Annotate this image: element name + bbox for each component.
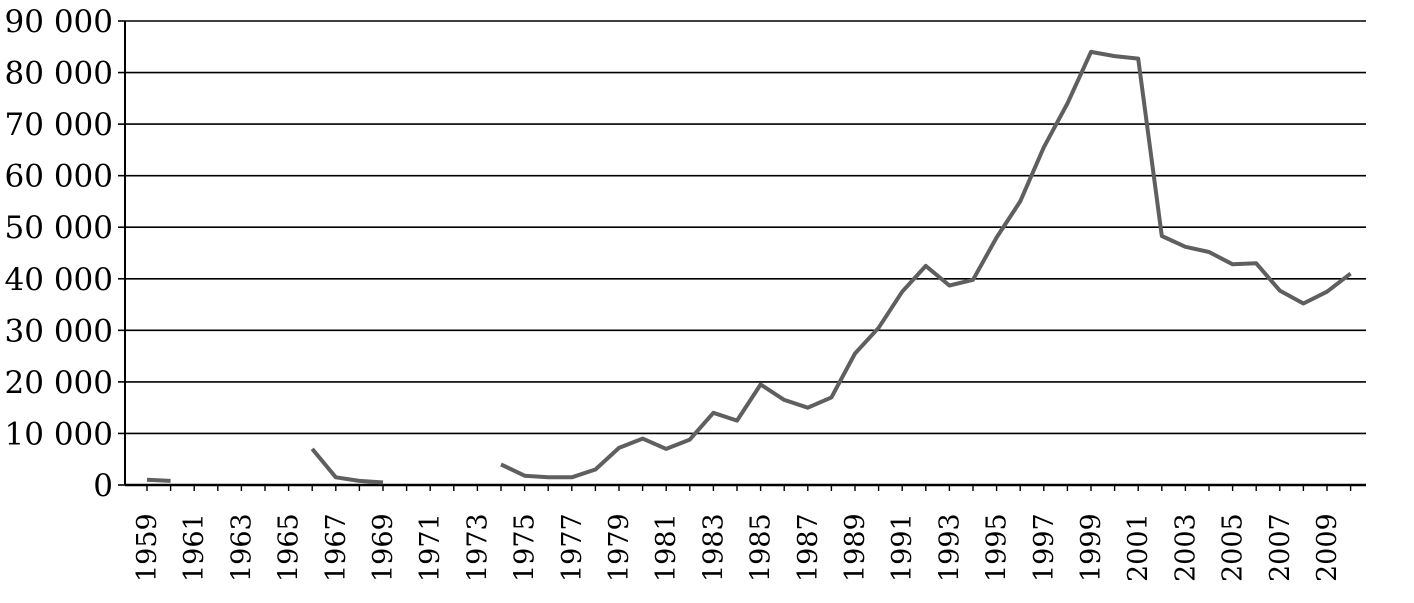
series-line-segment — [500, 49, 1352, 480]
y-tick-label: 20 000 — [5, 365, 113, 401]
x-tick-label: 1977 — [557, 513, 588, 582]
series-line-segment — [310, 447, 384, 485]
series-layer — [146, 49, 1352, 485]
x-tick-label: 1975 — [510, 513, 541, 582]
x-tick-label: 1967 — [321, 513, 352, 582]
gridlines — [125, 20, 1366, 435]
x-tick-label: 1963 — [226, 513, 257, 582]
x-tick-label: 1969 — [368, 513, 399, 582]
y-tick-label: 50 000 — [5, 210, 113, 246]
x-tick-label: 1985 — [746, 513, 777, 582]
x-tick-label: 1983 — [698, 513, 729, 582]
x-tick-label: 2005 — [1218, 513, 1249, 582]
x-tick-label: 1961 — [179, 513, 210, 582]
y-tick-label: 40 000 — [5, 262, 113, 298]
y-tick-label: 70 000 — [5, 107, 113, 143]
x-tick-label: 1959 — [132, 513, 163, 582]
x-axis-tick-labels: 1959 1961 1963 1965 1967 1969 1971 1973 1975 1977… — [132, 513, 1343, 582]
x-tick-label: 2009 — [1312, 513, 1343, 582]
y-axis-tick-labels: 0 10 000 20 000 30 000 40 000 50 000 60 000 70 … — [5, 4, 113, 504]
x-tick-label: 1997 — [1029, 513, 1060, 582]
x-tick-label: 1987 — [793, 513, 824, 582]
axes — [118, 20, 1366, 491]
x-tick-label: 1965 — [274, 513, 305, 582]
x-tick-label: 1973 — [462, 513, 493, 582]
x-tick-label: 1989 — [840, 513, 871, 582]
y-tick-label: 10 000 — [5, 416, 113, 452]
y-tick-label: 30 000 — [5, 313, 113, 349]
y-tick-label: 60 000 — [5, 159, 113, 195]
x-tick-label: 2003 — [1170, 513, 1201, 582]
x-tick-label: 1971 — [415, 513, 446, 582]
x-tick-label: 1979 — [604, 513, 635, 582]
x-tick-label: 1981 — [651, 513, 682, 582]
x-tick-label: 2001 — [1123, 513, 1154, 582]
x-tick-label: 1999 — [1076, 513, 1107, 582]
y-tick-label: 80 000 — [5, 56, 113, 92]
x-tick-label: 1995 — [982, 513, 1013, 582]
y-tick-label: 90 000 — [5, 4, 113, 40]
y-tick-label: 0 — [93, 468, 113, 504]
series-line-segment — [146, 477, 171, 483]
x-tick-label: 2007 — [1265, 513, 1296, 582]
x-tick-label: 1993 — [934, 513, 965, 582]
x-tick-label: 1991 — [887, 513, 918, 582]
